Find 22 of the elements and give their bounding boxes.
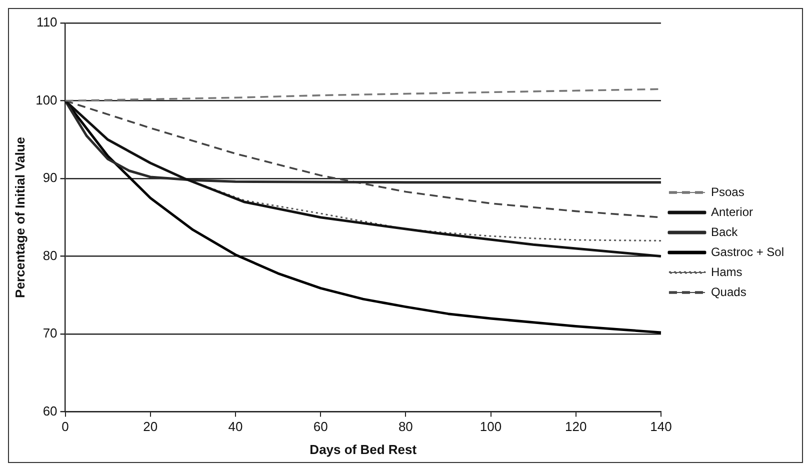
legend-label: Gastroc + Sol [710,244,784,259]
legend-label: Anterior [710,204,753,219]
x-tick-label: 80 [398,419,413,434]
x-tick-label: 120 [565,419,587,434]
x-tick-label: 20 [143,419,158,434]
legend-label: Hams [710,264,742,279]
x-tick-label: 40 [228,419,243,434]
legend-label: Back [710,224,739,239]
legend-label: Quads [710,284,746,299]
legend-label: Psoas [710,184,744,199]
x-axis-title: Days of Bed Rest [310,442,418,457]
x-tick-label: 140 [650,419,672,434]
y-tick-label: 70 [42,326,58,341]
y-tick-label: 60 [42,403,58,418]
x-tick-label: 0 [62,419,69,434]
y-axis-title: Percentage of Initial Value [12,136,28,298]
y-tick-label: 90 [42,170,58,186]
x-tick-label: 60 [313,419,328,434]
y-tick-label: 80 [42,248,58,263]
x-tick-label: 100 [480,419,502,434]
y-tick-label: 110 [36,14,58,30]
y-tick-label: 100 [36,92,58,108]
